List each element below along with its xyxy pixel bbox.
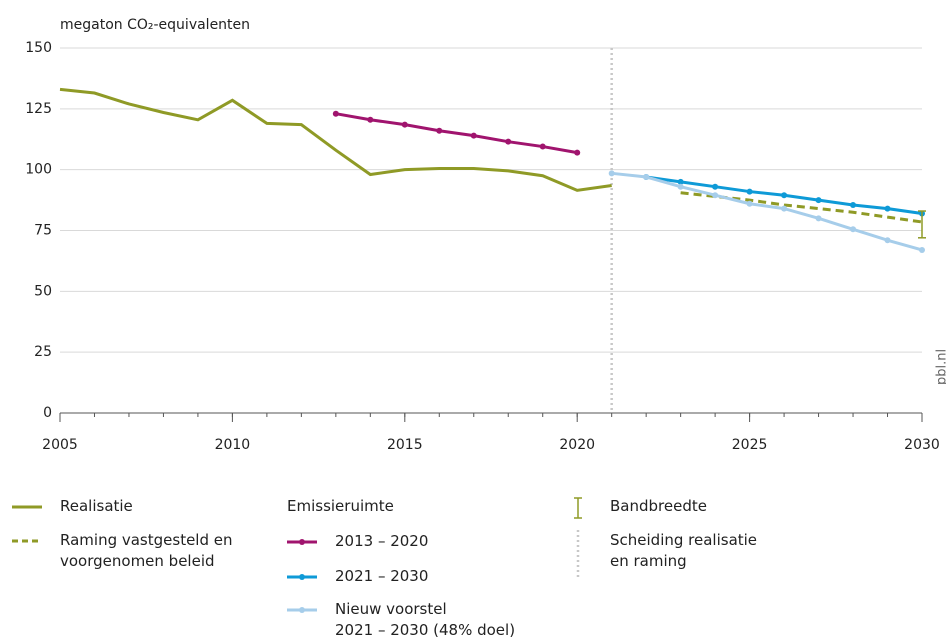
data-point — [781, 192, 788, 199]
data-point — [470, 132, 477, 139]
data-point — [815, 197, 822, 204]
data-point — [884, 237, 891, 244]
y-tick-label: 75 — [34, 223, 52, 239]
legend-label: 2013 – 2020 — [335, 532, 429, 550]
legend-marker — [299, 539, 305, 545]
data-point — [367, 116, 374, 123]
data-point — [850, 201, 857, 208]
x-tick-label: 2015 — [387, 437, 423, 453]
y-tick-label: 100 — [25, 162, 52, 178]
data-point — [815, 215, 822, 222]
legend-label: Realisatie — [60, 497, 133, 515]
data-point — [539, 143, 546, 150]
y-tick-label: 125 — [25, 101, 52, 117]
x-tick-label: 2020 — [559, 437, 595, 453]
watermark: pbl.nl — [935, 349, 946, 385]
data-point — [919, 246, 925, 253]
data-point — [643, 173, 650, 180]
data-point — [608, 170, 615, 177]
data-point — [401, 121, 408, 128]
legend-label: Emissieruimte — [287, 497, 394, 515]
legend-label: Scheiding realisatie en raming — [610, 531, 758, 570]
legend-label: Nieuw voorstel 2021 – 2030 (48% doel) — [335, 600, 516, 639]
y-axis-label: megaton CO₂-equivalenten — [60, 17, 250, 33]
x-tick-label: 2010 — [215, 437, 251, 453]
legend-marker — [299, 574, 305, 580]
data-point — [746, 200, 753, 207]
series-line — [335, 112, 578, 155]
y-tick-label: 150 — [25, 40, 52, 56]
y-tick-label: 0 — [43, 405, 52, 421]
legend-label: 2021 – 2030 — [335, 567, 429, 585]
data-point — [505, 138, 512, 145]
data-point — [574, 149, 581, 156]
series-line — [59, 87, 612, 192]
data-point — [712, 183, 719, 190]
legend-label: Bandbreedte — [610, 497, 707, 515]
data-point — [332, 110, 339, 117]
y-tick-label: 25 — [34, 344, 52, 360]
legend-label: Raming vastgesteld en voorgenomen beleid — [60, 531, 233, 570]
legend-marker — [299, 607, 305, 613]
data-point — [850, 226, 857, 233]
x-tick-label: 2030 — [904, 437, 940, 453]
data-point — [436, 127, 443, 134]
data-point — [781, 205, 788, 212]
x-tick-label: 2005 — [42, 437, 78, 453]
data-point — [746, 188, 753, 195]
data-point — [712, 192, 719, 199]
data-point — [884, 205, 891, 212]
y-tick-label: 50 — [34, 283, 52, 299]
x-tick-label: 2025 — [732, 437, 768, 453]
data-point — [677, 178, 684, 185]
series-line — [611, 171, 923, 252]
data-point — [677, 183, 684, 190]
